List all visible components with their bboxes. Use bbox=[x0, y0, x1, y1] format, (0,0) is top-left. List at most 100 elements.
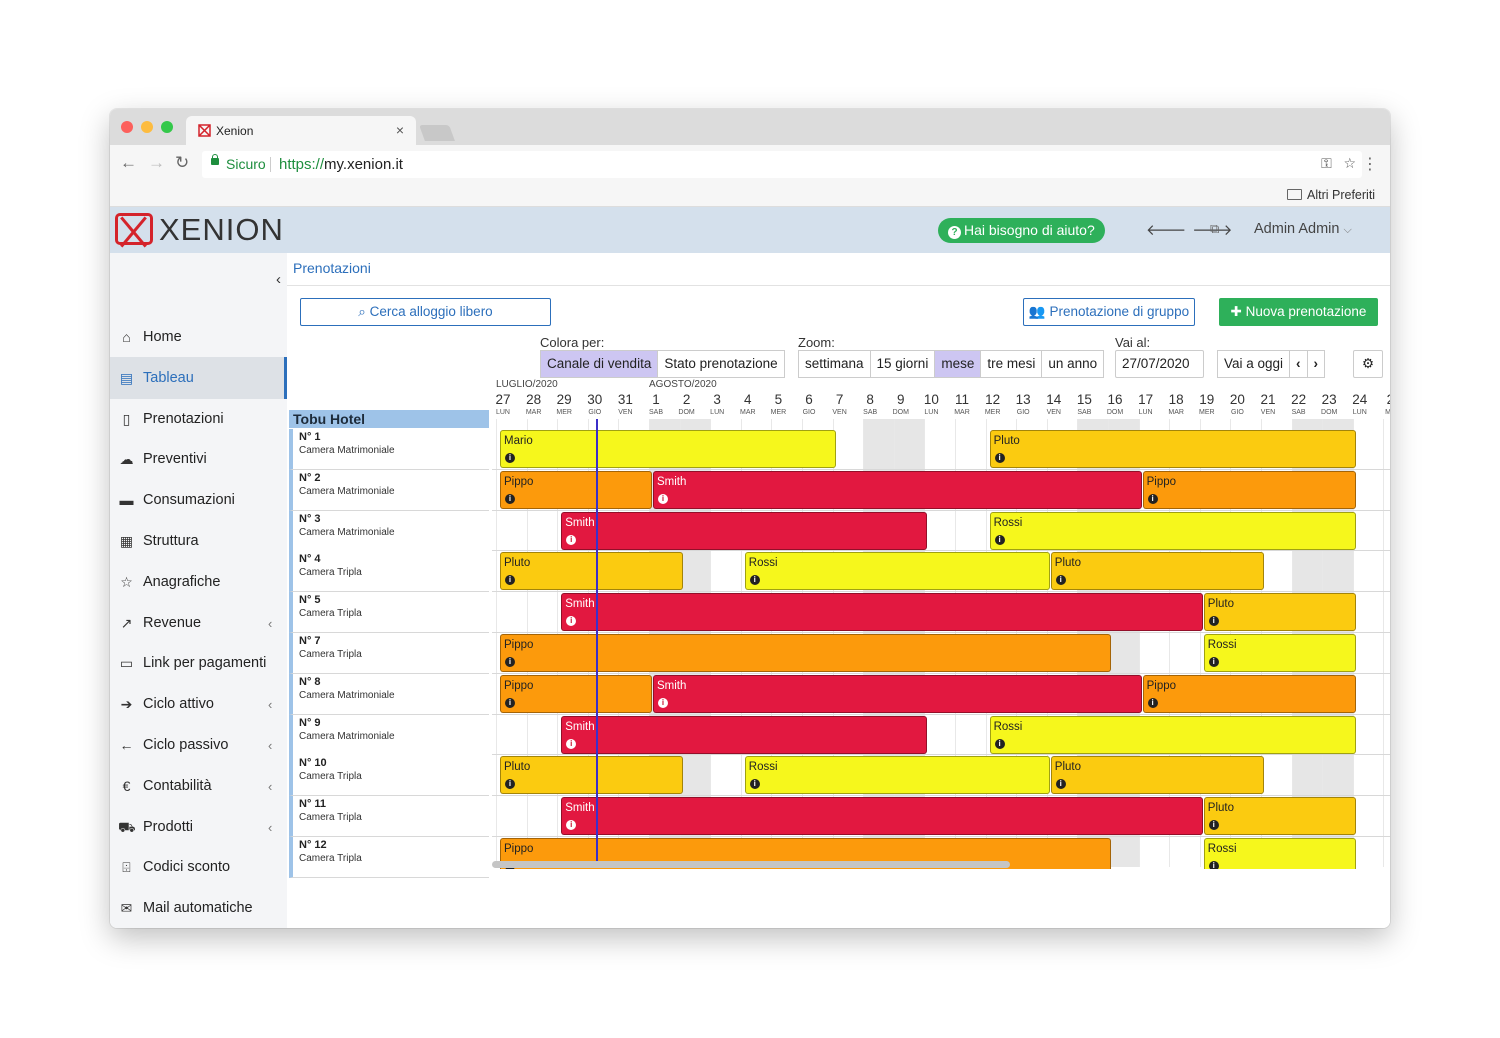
goto-today-button[interactable]: Vai a oggi bbox=[1217, 350, 1291, 378]
booking-bar[interactable]: Pippo i bbox=[1142, 674, 1356, 713]
info-icon[interactable]: i bbox=[1147, 493, 1158, 504]
booking-bar[interactable]: Pluto i bbox=[1203, 593, 1356, 632]
sidebar-item-ciclo-attivo[interactable]: ➔ Ciclo attivo ‹ bbox=[110, 683, 287, 725]
day-number[interactable]: 31 bbox=[617, 392, 633, 407]
booking-bar[interactable]: Pippo i bbox=[500, 674, 652, 713]
info-icon[interactable]: i bbox=[566, 738, 577, 749]
tab-close-icon[interactable]: × bbox=[395, 122, 404, 138]
sidebar-item-prenotazioni[interactable]: ▯ Prenotazioni bbox=[110, 398, 287, 440]
url-text[interactable]: https://my.xenion.it bbox=[279, 156, 403, 173]
sidebar-item-codici-sconto[interactable]: ⌹ Codici sconto bbox=[110, 846, 287, 888]
info-icon[interactable]: i bbox=[749, 779, 760, 790]
user-menu[interactable]: Admin Admin ⌵ bbox=[1254, 221, 1352, 237]
day-number[interactable]: 9 bbox=[897, 392, 905, 407]
day-number[interactable]: 18 bbox=[1168, 392, 1184, 407]
day-number[interactable]: 12 bbox=[985, 392, 1001, 407]
room-row[interactable]: N° 8 Camera Matrimoniale bbox=[289, 673, 489, 715]
sidebar-item-contabilit-[interactable]: € Contabilità ‹ bbox=[110, 765, 287, 807]
prev-period-icon[interactable]: ‹ bbox=[1289, 350, 1308, 378]
room-row[interactable]: N° 9 Camera Matrimoniale bbox=[289, 714, 489, 756]
day-number[interactable]: 21 bbox=[1260, 392, 1276, 407]
day-number[interactable]: 20 bbox=[1229, 392, 1245, 407]
browser-menu-icon[interactable]: ⋮ bbox=[1362, 156, 1378, 173]
back-icon[interactable]: ← bbox=[120, 153, 137, 172]
maximize-window-button[interactable] bbox=[161, 121, 173, 133]
sidebar-item-link-per-pagamenti[interactable]: ▭ Link per pagamenti bbox=[110, 642, 287, 684]
address-bar[interactable]: Sicuro https://my.xenion.it ⚿ ☆ bbox=[202, 151, 1362, 178]
booking-bar[interactable]: Pippo i bbox=[1142, 470, 1356, 509]
settings-gear-icon[interactable]: ⚙ bbox=[1353, 350, 1383, 378]
booking-bar[interactable]: Smith i bbox=[561, 511, 928, 550]
day-number[interactable]: 30 bbox=[587, 392, 603, 407]
day-number[interactable]: 15 bbox=[1076, 392, 1092, 407]
booking-bar[interactable]: Rossi i bbox=[1203, 838, 1356, 869]
booking-bar[interactable]: Smith i bbox=[561, 715, 928, 754]
booking-bar[interactable]: Pippo i bbox=[500, 634, 1111, 672]
day-number[interactable]: 28 bbox=[526, 392, 542, 407]
room-row[interactable]: N° 12 Camera Tripla bbox=[289, 837, 489, 878]
logo-text[interactable]: XENION bbox=[159, 212, 284, 247]
booking-bar[interactable]: Smith i bbox=[561, 797, 1203, 836]
info-icon[interactable]: i bbox=[994, 738, 1005, 749]
new-tab-button[interactable] bbox=[419, 125, 455, 141]
zoom-15-days[interactable]: 15 giorni bbox=[869, 350, 936, 378]
info-icon[interactable]: i bbox=[994, 453, 1005, 463]
sidebar-item-anagrafiche[interactable]: ☆ Anagrafiche bbox=[110, 561, 287, 603]
horizontal-scrollbar[interactable] bbox=[492, 861, 1010, 868]
other-bookmarks[interactable]: Altri Preferiti bbox=[1307, 188, 1376, 202]
group-booking-button[interactable]: 👥 Prenotazione di gruppo bbox=[1023, 298, 1195, 326]
info-icon[interactable]: i bbox=[1208, 820, 1219, 831]
booking-bar[interactable]: Mario i bbox=[500, 430, 836, 468]
day-number[interactable]: 2 bbox=[1375, 392, 1390, 407]
booking-bar[interactable]: Smith i bbox=[561, 593, 1203, 632]
day-number[interactable]: 6 bbox=[805, 392, 813, 407]
bookmark-star-icon[interactable]: ☆ bbox=[1343, 155, 1356, 171]
info-icon[interactable]: i bbox=[566, 616, 577, 627]
help-button[interactable]: ? Hai bisogno di aiuto? bbox=[938, 218, 1105, 243]
zoom-month[interactable]: mese bbox=[934, 350, 982, 378]
info-icon[interactable]: i bbox=[566, 820, 577, 831]
sidebar-item-consumazioni[interactable]: ▬ Consumazioni bbox=[110, 479, 287, 521]
day-number[interactable]: 29 bbox=[556, 392, 572, 407]
key-icon[interactable]: ⚿ bbox=[1321, 155, 1332, 171]
info-icon[interactable]: i bbox=[1055, 575, 1066, 586]
day-number[interactable]: 8 bbox=[866, 392, 874, 407]
day-number[interactable]: 19 bbox=[1199, 392, 1215, 407]
day-number[interactable]: 22 bbox=[1291, 392, 1307, 407]
arrow-forward-icon[interactable]: 🡒 bbox=[1192, 222, 1239, 239]
info-icon[interactable]: i bbox=[658, 697, 668, 708]
booking-bar[interactable]: Pluto i bbox=[1203, 797, 1356, 836]
info-icon[interactable]: i bbox=[749, 575, 760, 586]
collapse-sidebar-icon[interactable]: ‹ bbox=[276, 271, 281, 288]
sidebar-item-prodotti[interactable]: ⛟ Prodotti ‹ bbox=[110, 806, 287, 848]
day-number[interactable]: 2 bbox=[682, 392, 691, 407]
room-row[interactable]: N° 1 Camera Matrimoniale bbox=[289, 429, 489, 470]
booking-bar[interactable]: Pluto i bbox=[1050, 756, 1264, 795]
info-icon[interactable]: i bbox=[505, 493, 515, 504]
booking-bar[interactable]: Rossi i bbox=[989, 511, 1356, 550]
booking-bar[interactable]: Pluto i bbox=[1050, 552, 1264, 591]
day-number[interactable]: 17 bbox=[1138, 392, 1154, 407]
forward-icon[interactable]: → bbox=[148, 153, 165, 172]
color-by-channel[interactable]: Canale di vendita bbox=[540, 350, 659, 378]
zoom-three-months[interactable]: tre mesi bbox=[980, 350, 1043, 378]
info-icon[interactable]: i bbox=[1147, 697, 1158, 708]
day-number[interactable]: 1 bbox=[652, 392, 660, 407]
room-row[interactable]: N° 2 Camera Matrimoniale bbox=[289, 469, 489, 511]
room-row[interactable]: N° 11 Camera Tripla bbox=[289, 796, 489, 838]
day-number[interactable]: 3 bbox=[713, 392, 721, 407]
day-number[interactable]: 23 bbox=[1321, 392, 1337, 407]
info-icon[interactable]: i bbox=[505, 697, 515, 708]
sidebar-item-preventivi[interactable]: ☁ Preventivi bbox=[110, 438, 287, 480]
close-window-button[interactable] bbox=[121, 121, 133, 133]
sidebar-item-struttura[interactable]: ▦ Struttura bbox=[110, 520, 287, 562]
booking-bar[interactable]: Rossi i bbox=[1203, 634, 1356, 672]
booking-bar[interactable]: Rossi i bbox=[744, 756, 1050, 795]
new-booking-button[interactable]: ✚ Nuova prenotazione bbox=[1219, 298, 1378, 326]
sidebar-item-ciclo-passivo[interactable]: ← Ciclo passivo ‹ bbox=[110, 724, 287, 766]
minimize-window-button[interactable] bbox=[141, 121, 153, 133]
info-icon[interactable]: i bbox=[505, 453, 515, 463]
booking-bar[interactable]: Rossi i bbox=[744, 552, 1050, 591]
booking-bar[interactable]: Pluto i bbox=[989, 430, 1356, 468]
room-row[interactable]: N° 4 Camera Tripla bbox=[289, 551, 489, 593]
